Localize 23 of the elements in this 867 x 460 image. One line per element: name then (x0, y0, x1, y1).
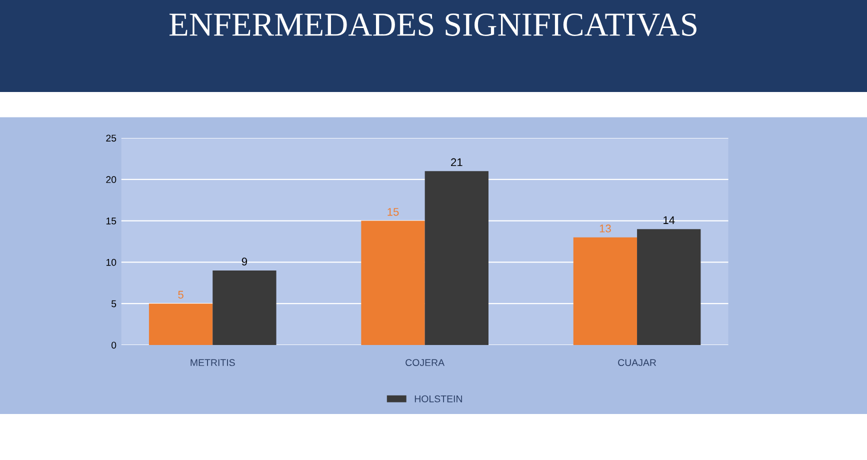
data-label: 15 (388, 208, 399, 216)
y-tick-label: 10 (106, 258, 116, 266)
x-tick-label: METRITIS (190, 359, 235, 366)
bar (212, 270, 276, 345)
y-tick-label: 0 (111, 342, 116, 349)
y-tick-label: 20 (106, 176, 116, 184)
data-label: 13 (600, 224, 611, 232)
bar (424, 171, 488, 345)
data-label: 9 (242, 258, 248, 266)
data-label: 21 (451, 158, 462, 166)
legend-label: HOLSTEIN (414, 395, 462, 402)
data-label: 14 (664, 216, 675, 224)
bar (148, 304, 213, 345)
x-tick-label: CUAJAR (618, 359, 656, 366)
y-tick-label: 25 (106, 134, 116, 142)
y-tick-label: 15 (106, 218, 116, 224)
x-tick-label: COJERA (406, 359, 445, 366)
y-tick-label: 5 (112, 300, 116, 308)
bar (573, 237, 638, 345)
bar (361, 220, 425, 345)
data-label: 5 (178, 290, 184, 299)
bar (637, 229, 701, 345)
chart-title: ENFERMEDADES SIGNIFICATIVAS (169, 14, 696, 36)
